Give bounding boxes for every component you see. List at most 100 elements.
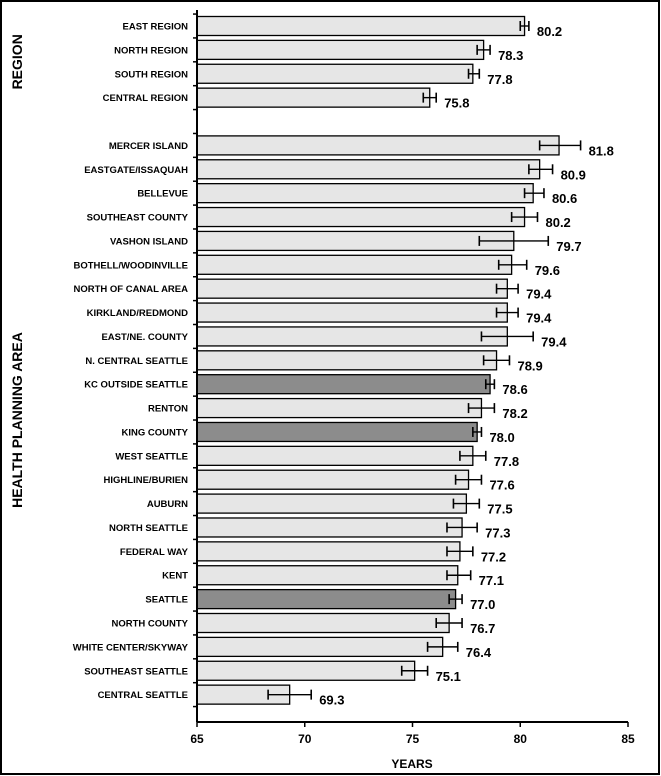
error-bar [448, 594, 463, 605]
category-labels: EAST REGION NORTH REGION SOUTH REGION CENTR… [73, 22, 189, 702]
category-label: AUBURN [147, 499, 188, 510]
bar [196, 159, 541, 180]
category-label: KC OUTSIDE SEATTLE [84, 380, 188, 391]
category-label: BELLEVUE [137, 189, 188, 200]
category-label: VASHON ISLAND [110, 236, 188, 247]
group-title: HEALTH PLANNING AREA [9, 332, 25, 508]
x-axis-title: YEARS [391, 757, 432, 771]
value-label: 80.9 [561, 167, 586, 182]
value-label: 79.7 [556, 239, 581, 254]
error-bar [446, 546, 474, 557]
value-label: 76.7 [470, 621, 495, 636]
value-label: 79.4 [526, 311, 552, 326]
category-label: NORTH SEATTLE [109, 523, 188, 534]
bar [196, 588, 457, 610]
category-label: N. CENTRAL SEATTLE [85, 356, 188, 367]
category-label: SOUTHEAST COUNTY [87, 213, 189, 224]
error-bar [426, 641, 459, 652]
error-bar [482, 355, 511, 366]
bar [196, 135, 560, 156]
error-bar [519, 21, 530, 31]
value-label: 78.6 [502, 382, 527, 397]
group-title: REGION [9, 34, 25, 89]
bar [196, 302, 508, 323]
error-bar [467, 403, 496, 414]
value-label: 78.3 [498, 48, 523, 63]
category-label: HIGHLINE/BURIEN [104, 475, 189, 486]
bar [196, 15, 526, 37]
value-label: 77.6 [489, 478, 514, 493]
error-bar [510, 212, 539, 223]
bar [196, 374, 491, 395]
bar [196, 183, 534, 204]
error-bar [446, 522, 478, 533]
category-label: BOTHELL/WOODINVILLE [73, 260, 188, 271]
x-tick-label: 85 [621, 732, 635, 746]
error-bar [523, 188, 545, 199]
bar [196, 469, 470, 490]
bar [196, 39, 485, 61]
value-label: 79.6 [535, 263, 560, 278]
group-titles: REGION HEALTH PLANNING AREA [9, 34, 25, 508]
x-tick-label: 65 [190, 732, 204, 746]
category-label: FEDERAL WAY [120, 547, 189, 558]
error-bar [435, 618, 463, 628]
bar [196, 63, 474, 84]
category-label: CENTRAL REGION [103, 93, 188, 104]
bar [196, 636, 444, 658]
value-label: 77.3 [485, 525, 510, 540]
bar [196, 230, 515, 252]
bar [196, 541, 461, 562]
error-bar [495, 307, 519, 318]
error-bar [495, 283, 519, 294]
category-label: KING COUNTY [122, 427, 189, 438]
category-label: WHITE CENTER/SKYWAY [73, 642, 189, 653]
value-label: 77.5 [487, 502, 512, 517]
bar [196, 254, 513, 275]
category-label: EASTGATE/ISSAQUAH [84, 165, 188, 176]
bar [196, 87, 431, 108]
value-label: 78.2 [502, 406, 527, 421]
bar [196, 445, 474, 466]
value-label: 77.8 [494, 454, 519, 469]
bar [196, 660, 416, 681]
error-bar [400, 665, 429, 676]
bar [196, 326, 508, 347]
category-label: EAST/NE. COUNTY [101, 332, 188, 343]
bar [196, 397, 483, 419]
category-label: SOUTH REGION [115, 69, 189, 80]
error-bar [528, 164, 554, 175]
x-tick-label: 80 [514, 732, 528, 746]
value-label: 77.8 [487, 72, 512, 87]
category-label: NORTH COUNTY [111, 619, 188, 630]
error-bar [459, 450, 487, 461]
category-label: WEST SEATTLE [115, 451, 188, 462]
value-label: 79.4 [541, 334, 567, 349]
error-bar [472, 426, 483, 437]
value-label: 80.6 [552, 191, 577, 206]
value-label: 80.2 [545, 215, 570, 230]
value-label: 77.0 [470, 597, 495, 612]
value-labels: 80.2 78.3 77.8 75.8 81.880.9 80.6 80.2 79.7 79.6… [319, 24, 614, 708]
error-bar [446, 570, 472, 581]
x-tick-label: 70 [298, 732, 312, 746]
value-label: 77.2 [481, 549, 506, 564]
category-label: KIRKLAND/REDMOND [87, 308, 188, 319]
bar [196, 421, 478, 443]
category-label: SEATTLE [145, 595, 188, 606]
bar [196, 278, 508, 299]
bar [196, 350, 498, 371]
error-bar [480, 331, 534, 342]
bar [196, 612, 450, 634]
category-label: EAST REGION [123, 22, 189, 33]
error-bar [476, 44, 491, 55]
value-label: 75.8 [444, 96, 469, 111]
bar [196, 517, 463, 538]
error-bar [267, 689, 313, 700]
x-tick-label: 75 [406, 732, 420, 746]
error-bar [467, 68, 481, 79]
error-bar [422, 92, 438, 103]
x-axis: 65 70 75 80 85 [190, 10, 635, 746]
value-label: 79.4 [526, 287, 552, 302]
